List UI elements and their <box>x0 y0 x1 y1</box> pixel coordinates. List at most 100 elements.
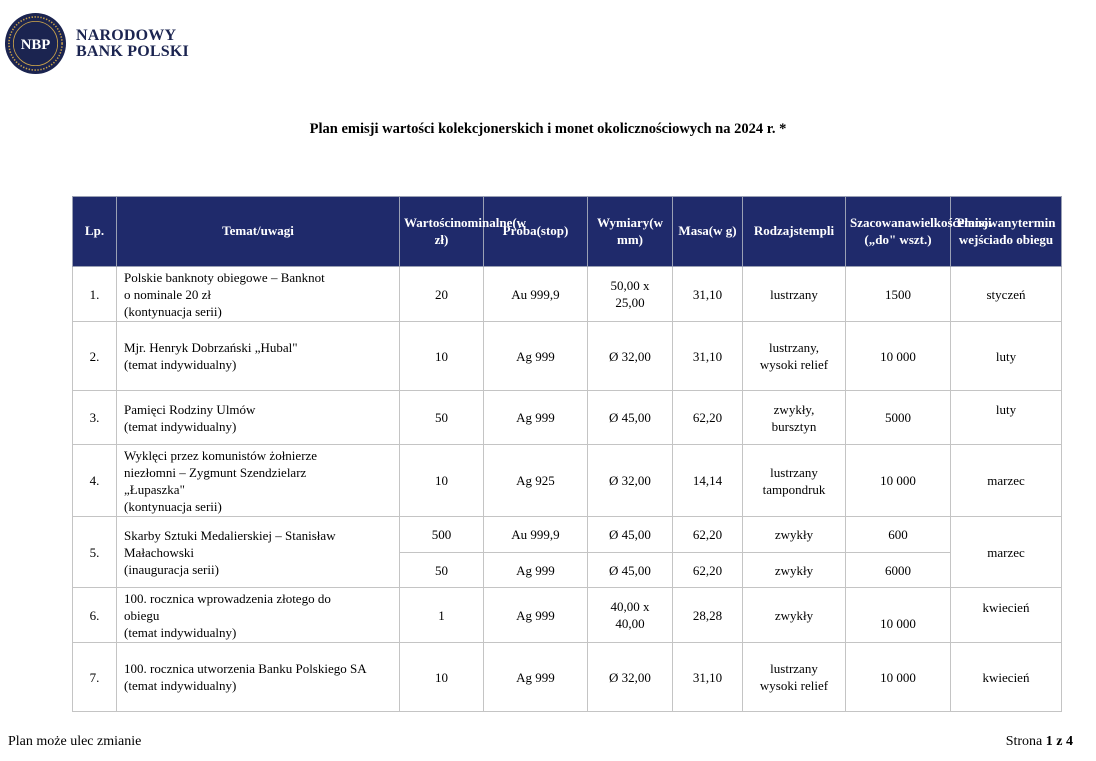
row-stamp-line: lustrzany, <box>768 340 820 355</box>
row-topic: Polskie banknoty obiegowe – Banknot o nom… <box>116 266 400 322</box>
nbp-seal-icon: NBP <box>4 12 67 75</box>
col-volume-header: Szacowanawielkośćemisji („do" wszt.) <box>845 196 992 267</box>
row-alloy: Ag 999 <box>483 642 588 712</box>
row-volume-value: 1500 <box>885 286 911 302</box>
row-nominal: 10 <box>399 444 484 517</box>
row-mass: 62,20 <box>672 552 743 588</box>
emission-plan-table: Lp. Temat/uwagi Wartościnominalne(w zł)Pró… <box>72 196 1062 712</box>
row-stamp: lustrzany wysoki relief <box>742 642 846 712</box>
row-topic-line: (temat indywidualny) <box>124 418 237 434</box>
row-topic: Pamięci Rodziny Ulmów (temat indywidualny… <box>116 390 400 445</box>
row-stamp: zwykły <box>742 516 846 553</box>
col-volume-header-line: Szacowana <box>850 215 912 230</box>
row-alloy: Ag 999 <box>483 390 588 445</box>
row-topic-line: Skarby Sztuki Medalierskiej – Stanisław <box>124 527 336 543</box>
col-volume-header-line: wielkość <box>911 215 959 230</box>
table-header-row: Lp. Temat/uwagi Wartościnominalne(w zł)Pró… <box>72 196 1062 267</box>
row-volume-value: 10 000 <box>880 669 916 685</box>
row-stamp: lustrzany <box>742 266 846 322</box>
row-stamp-line: wysoki relief <box>759 357 829 372</box>
table-row: 4. Wyklęci przez komunistów żołnierze niez… <box>72 444 1062 517</box>
col-nominal-header-line: Wartości <box>404 215 454 230</box>
row-volume-value: 10 000 <box>880 615 916 631</box>
row-number: 6. <box>72 587 117 643</box>
row-nominal: 50 <box>399 552 484 588</box>
row-dimensions: 50,00 x 25,00 <box>587 266 673 322</box>
row-stamp: zwykły <box>742 587 846 643</box>
row-volume: 1500 <box>845 266 951 322</box>
row-number: 5. <box>72 516 117 588</box>
row-topic-line: (inauguracja serii) <box>124 561 219 577</box>
row-dimensions: Ø 45,00 <box>587 552 673 588</box>
page-prefix: Strona <box>1005 734 1046 749</box>
col-alloy-header-line: (stop) <box>536 223 569 239</box>
row-volume: 10 000 <box>845 444 951 517</box>
row-nominal: 50 <box>399 390 484 445</box>
table-row: 7. 100. rocznica utworzenia Banku Polskie… <box>72 642 1062 712</box>
row-stamp-line: zwykły, <box>773 401 815 417</box>
row-number: 3. <box>72 390 117 445</box>
logo-text: NBP <box>21 37 51 53</box>
row-date: marzec <box>950 516 1062 588</box>
row-date-value: styczeń <box>986 286 1026 302</box>
row-alloy: Ag 999 <box>483 587 588 643</box>
row-topic-line: o nominale 20 zł <box>124 286 212 302</box>
row-mass: 62,20 <box>672 516 743 553</box>
row-alloy: Ag 925 <box>483 444 588 517</box>
col-date-header: Planowanytermin wejściado obiegu <box>950 196 1062 267</box>
row-date: luty <box>950 390 1062 445</box>
row-date-value: marzec <box>987 473 1025 488</box>
col-alloy-header-line: Próba <box>502 223 537 239</box>
row-nominal: 500 <box>399 516 484 553</box>
row-topic: Wyklęci przez komunistów żołnierze niezło… <box>116 444 400 517</box>
row-volume: 5000 <box>845 390 951 445</box>
row-stamp: lustrzany, wysoki relief <box>742 321 846 391</box>
row-topic: 100. rocznica wprowadzenia złotego do obi… <box>116 587 400 643</box>
row-stamp-line: zwykły <box>774 607 814 623</box>
page-indicator: Strona 1 z 4 <box>1006 734 1073 750</box>
row-alloy: Ag 999 <box>483 321 588 391</box>
row-mass: 14,14 <box>672 444 743 517</box>
row-topic-line: (temat indywidualny) <box>124 357 237 372</box>
row-date-value: luty <box>995 402 1017 417</box>
table-row: 50 Ag 999 Ø 45,00 62,20 zwykły 6000 <box>73 552 1062 588</box>
row-topic: 100. rocznica utworzenia Banku Polskiego… <box>116 642 400 712</box>
col-volume-header-line: szt.) <box>908 231 932 247</box>
row-volume-value: 10 000 <box>880 348 916 364</box>
col-stamp-header-line: Rodzaj <box>753 223 794 239</box>
row-topic-line: Wyklęci przez komunistów żołnierze <box>124 447 318 463</box>
row-topic-line: obiegu <box>124 607 160 623</box>
col-mass-header-line: (w g) <box>708 223 737 239</box>
row-dimensions-line: 40,00 x <box>610 599 650 614</box>
col-lp-header-line: Lp. <box>84 223 105 239</box>
col-lp-header: Lp. <box>72 196 117 267</box>
col-nominal-header: Wartościnominalne(w zł) <box>399 196 526 267</box>
row-dimensions: Ø 32,00 <box>587 444 673 517</box>
bank-name: NARODOWY BANK POLSKI <box>76 27 189 60</box>
row-stamp: zwykły, bursztyn <box>742 390 846 445</box>
row-mass: 31,10 <box>672 642 743 712</box>
row-dimensions-line: 40,00 <box>615 616 645 631</box>
col-stamp-header: Rodzajstempli <box>742 196 846 267</box>
row-dimensions-line: Ø 32,00 <box>609 473 651 488</box>
col-stamp-header-line: stempli <box>793 223 835 239</box>
col-mass-header-line: Masa <box>678 223 709 239</box>
nbp-logo: NBP NARODOWY BANK POLSKI <box>4 12 189 75</box>
bank-name-line2: BANK POLSKI <box>76 42 189 60</box>
col-nominal-header-line: nominalne <box>453 215 513 230</box>
row-nominal: 20 <box>399 266 484 322</box>
row-stamp: lustrzany tampondruk <box>742 444 846 517</box>
table-row: 3. Pamięci Rodziny Ulmów (temat indywidual… <box>72 390 1062 445</box>
row-topic-line: Małachowski <box>124 544 195 560</box>
row-volume-value: 10 000 <box>880 473 916 488</box>
row-date: kwiecień <box>950 587 1062 643</box>
row-number: 2. <box>72 321 117 391</box>
table-row: 5. Skarby Sztuki Medalierskiej – Stanisła… <box>72 516 1062 588</box>
row-alloy: Ag 999 <box>483 552 588 588</box>
row-date: luty <box>950 321 1062 391</box>
table-row: 1. Polskie banknoty obiegowe – Banknot o n… <box>72 266 1062 322</box>
row-stamp-line: bursztyn <box>771 418 817 434</box>
row-stamp: zwykły <box>742 552 846 588</box>
document-title: Plan emisji wartości kolekcjonerskich i … <box>309 121 787 137</box>
col-dimensions-header: Wymiary(w mm) <box>587 196 673 267</box>
